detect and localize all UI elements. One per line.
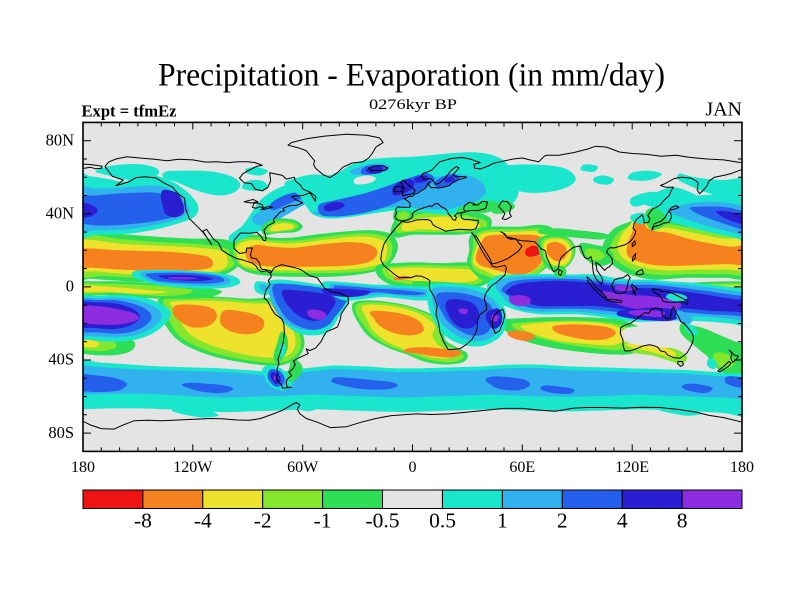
svg-text:120W: 120W	[173, 459, 213, 476]
svg-text:2: 2	[557, 509, 568, 533]
svg-text:Precipitation - Evaporation (i: Precipitation - Evaporation (in mm/day)	[158, 58, 665, 94]
svg-text:40N: 40N	[46, 204, 75, 223]
svg-text:1: 1	[497, 509, 508, 533]
svg-text:-4: -4	[194, 509, 212, 533]
svg-text:60W: 60W	[287, 459, 319, 476]
svg-text:-8: -8	[134, 509, 152, 533]
svg-text:-1: -1	[314, 509, 332, 533]
svg-text:JAN: JAN	[705, 99, 742, 121]
svg-text:Expt = tfmEz: Expt = tfmEz	[82, 101, 177, 120]
svg-text:180: 180	[71, 459, 95, 476]
svg-text:-2: -2	[254, 509, 272, 533]
svg-text:4: 4	[617, 509, 628, 533]
svg-text:-0.5: -0.5	[365, 509, 399, 533]
svg-text:60E: 60E	[509, 459, 535, 476]
svg-text:80S: 80S	[48, 423, 74, 442]
svg-text:0: 0	[409, 459, 417, 476]
svg-text:120E: 120E	[615, 459, 649, 476]
svg-text:0.5: 0.5	[429, 509, 456, 533]
svg-text:8: 8	[677, 509, 688, 533]
svg-text:40S: 40S	[48, 350, 74, 369]
svg-text:180: 180	[730, 459, 754, 476]
svg-text:0276kyr BP: 0276kyr BP	[369, 97, 457, 113]
svg-text:0: 0	[66, 277, 74, 296]
svg-text:80N: 80N	[46, 130, 75, 149]
